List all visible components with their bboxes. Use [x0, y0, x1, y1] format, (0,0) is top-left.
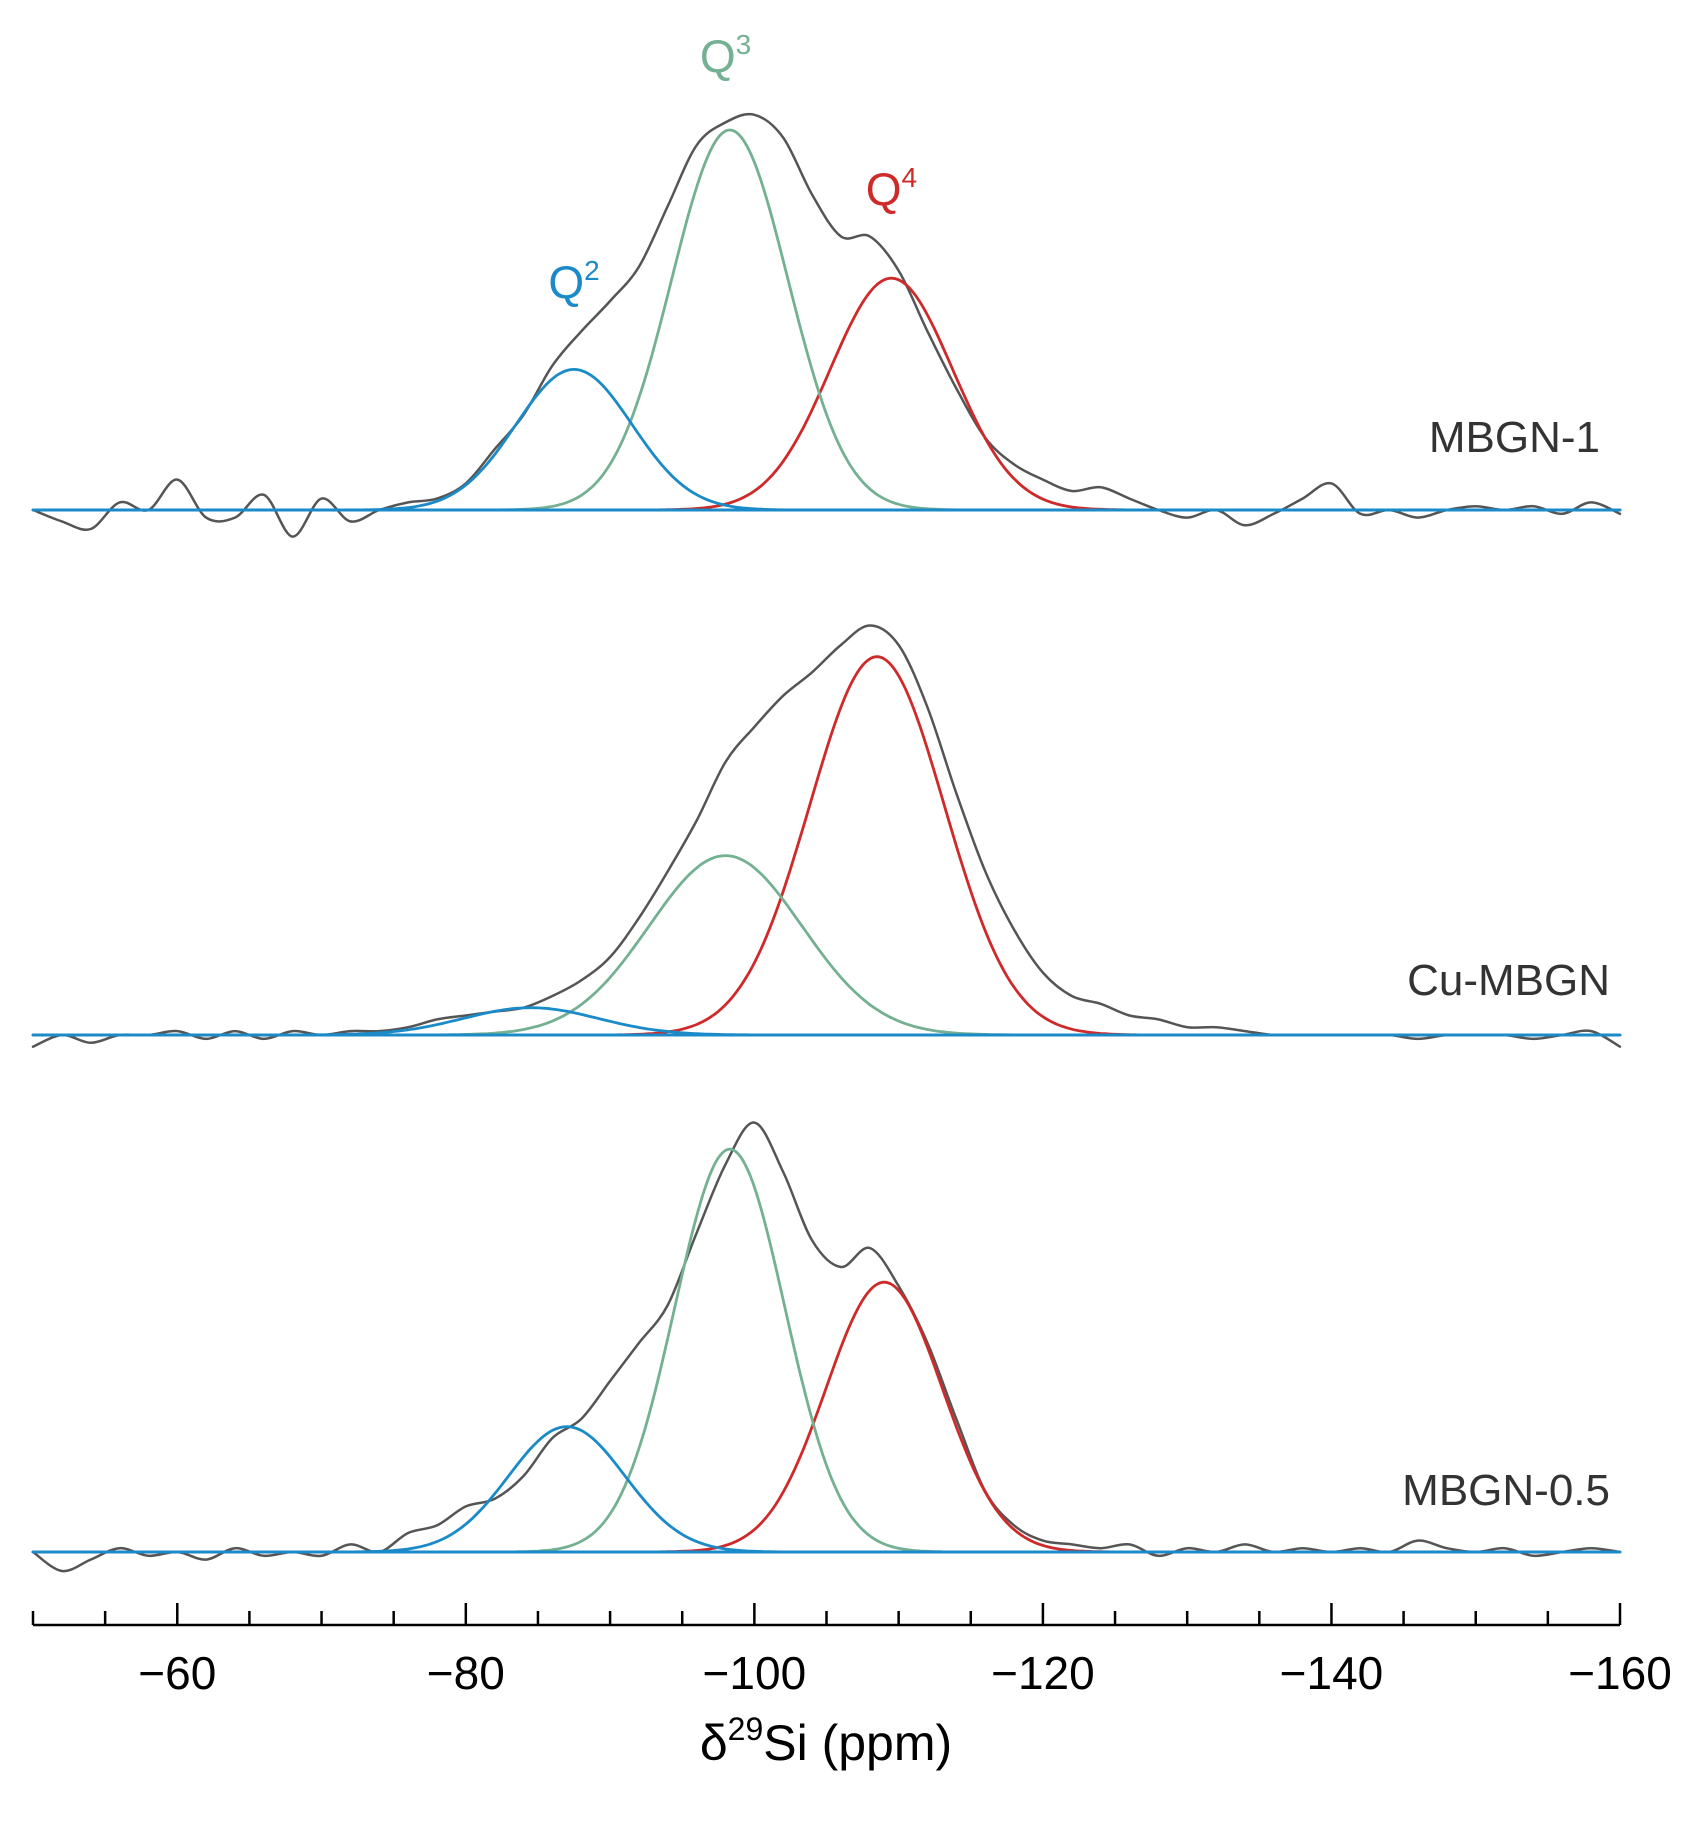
sample-label-mbgn-1: MBGN-1	[1429, 413, 1600, 462]
x-axis: −60 −80 −100 −120 −140 −160 δ29Si (ppm)	[31, 1603, 1672, 1771]
q2-fit-curve-cu-mbgn	[31, 1006, 1622, 1037]
experimental-curve-mbgn-1	[31, 112, 1622, 538]
peak-labels: Q2 Q3 Q4	[548, 29, 917, 308]
q4-fit-curve-mbgn-0-5	[31, 1280, 1622, 1554]
q3-fit-curve-mbgn-1	[31, 128, 1622, 512]
q3-fit-curve-mbgn-0-5	[31, 1147, 1622, 1554]
peak-label-q4: Q4	[866, 162, 917, 215]
x-tick-label: −80	[427, 1647, 505, 1699]
q4-fit-curve-mbgn-1	[31, 276, 1622, 512]
peak-label-q3: Q3	[700, 29, 751, 82]
sample-label-cu-mbgn: Cu-MBGN	[1407, 956, 1610, 1005]
experimental-curve-mbgn-0-5	[31, 1121, 1622, 1573]
q2-fit-curve-mbgn-0-5	[31, 1425, 1622, 1554]
x-tick-label: −120	[991, 1647, 1095, 1699]
panel-cu-mbgn: Cu-MBGN	[31, 624, 1622, 1048]
sample-label-mbgn-0-5: MBGN-0.5	[1402, 1466, 1610, 1515]
q4-fit-curve-cu-mbgn	[31, 655, 1622, 1037]
x-tick-label: −160	[1568, 1647, 1672, 1699]
peak-label-q2: Q2	[548, 255, 599, 308]
x-tick-label: −60	[138, 1647, 216, 1699]
x-tick-label: −100	[703, 1647, 807, 1699]
x-tick-labels: −60 −80 −100 −120 −140 −160	[138, 1647, 1672, 1699]
q3-fit-curve-cu-mbgn	[31, 854, 1622, 1037]
panel-mbgn-0-5: MBGN-0.5	[31, 1121, 1622, 1573]
experimental-curve-cu-mbgn	[31, 624, 1622, 1048]
x-ticks	[31, 1603, 1622, 1625]
q2-fit-curve-mbgn-1	[31, 368, 1622, 512]
x-axis-title: δ29Si (ppm)	[700, 1711, 952, 1771]
panel-mbgn-1: MBGN-1	[31, 112, 1622, 538]
x-tick-label: −140	[1280, 1647, 1384, 1699]
